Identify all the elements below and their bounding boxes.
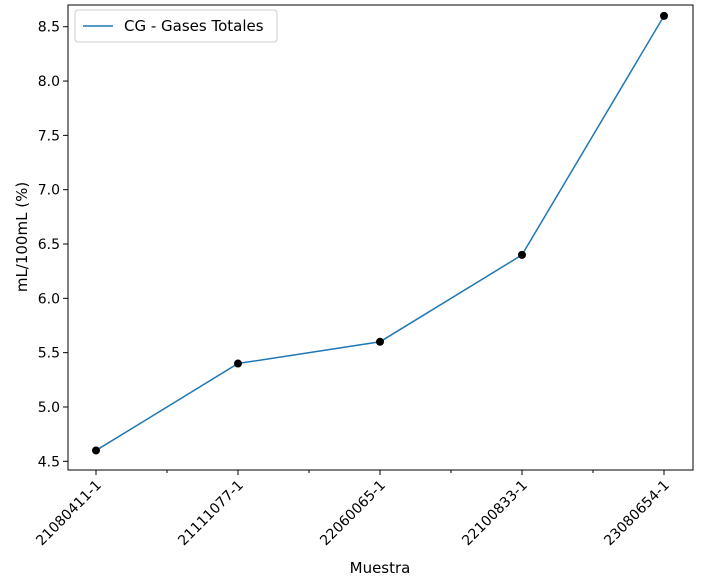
y-tick-label: 6.5 bbox=[38, 237, 60, 253]
data-point bbox=[376, 337, 384, 346]
y-tick-label: 8.0 bbox=[38, 74, 60, 90]
y-tick-label: 5.5 bbox=[38, 346, 60, 362]
x-axis: 21080411-1 21111077-1 22060065-1 22100833-1… bbox=[33, 470, 673, 549]
plot-area bbox=[68, 5, 693, 470]
y-axis-label: mL/100mL (%) bbox=[13, 182, 31, 292]
x-tick-label: 21111077-1 bbox=[175, 478, 247, 550]
y-tick-label: 7.5 bbox=[38, 128, 60, 144]
data-point bbox=[92, 446, 100, 455]
y-tick-label: 4.5 bbox=[38, 454, 60, 470]
x-tick-label: 22100833-1 bbox=[459, 478, 531, 550]
data-point bbox=[234, 359, 242, 368]
y-tick-label: 7.0 bbox=[38, 183, 60, 199]
legend-entry-label: CG - Gases Totales bbox=[124, 17, 264, 35]
plot-frame bbox=[67, 4, 694, 471]
y-axis: 4.5 5.0 5.5 6.0 6.5 7.0 7.5 8.0 8.5 bbox=[38, 20, 68, 470]
series-layer bbox=[92, 11, 668, 455]
x-tick-label: 21080411-1 bbox=[33, 478, 105, 550]
x-tick-label: 22060065-1 bbox=[317, 478, 389, 550]
legend: CG - Gases Totales bbox=[74, 9, 278, 43]
x-axis-label: Muestra bbox=[350, 559, 411, 577]
y-tick-label: 8.5 bbox=[38, 20, 60, 36]
y-tick-label: 5.0 bbox=[38, 400, 60, 416]
legend-box bbox=[74, 9, 278, 43]
x-tick-label: 23080654-1 bbox=[601, 478, 673, 550]
data-point bbox=[518, 250, 526, 259]
y-tick-label: 6.0 bbox=[38, 291, 60, 307]
data-point bbox=[660, 11, 668, 20]
